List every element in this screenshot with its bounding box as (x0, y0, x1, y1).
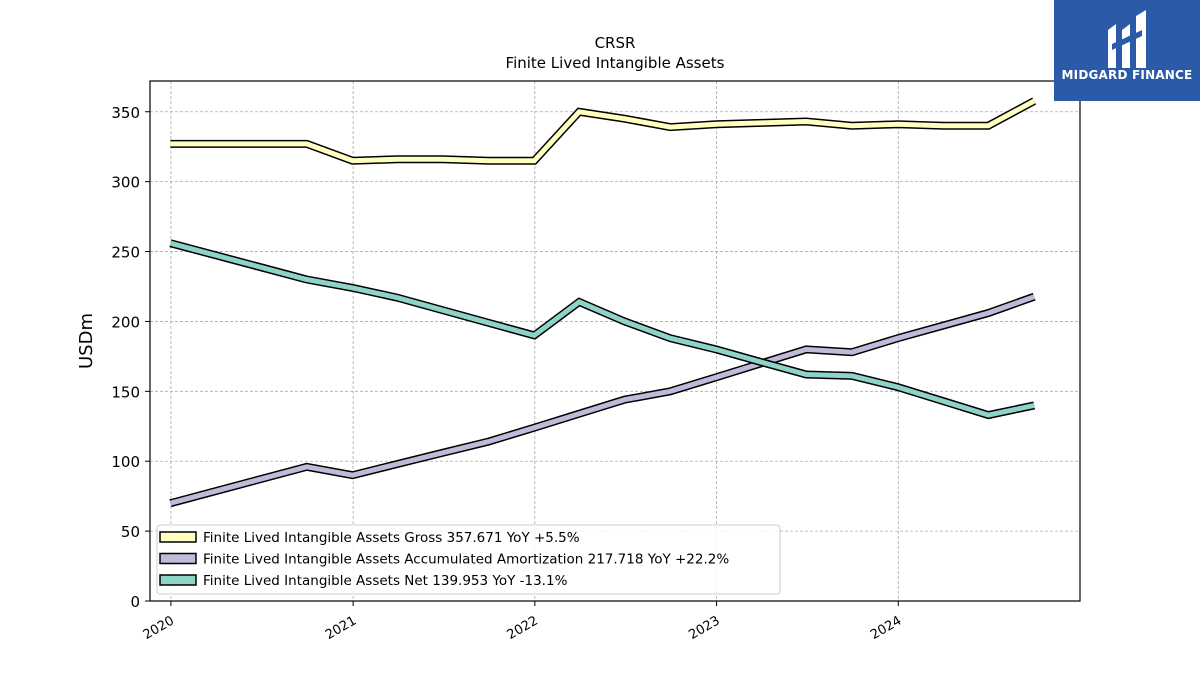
legend: Finite Lived Intangible Assets Gross 357… (156, 524, 781, 595)
series-line-outline (170, 97, 1037, 165)
chart-subtitle: Finite Lived Intangible Assets (506, 54, 725, 72)
x-tick-label: 2020 (141, 613, 177, 643)
y-axis-label: USDm (76, 313, 97, 369)
series-lines (169, 97, 1037, 508)
legend-swatch (159, 552, 197, 565)
legend-label: Finite Lived Intangible Assets Accumulat… (203, 552, 729, 568)
legend-box (156, 524, 781, 595)
y-tick-label: 100 (111, 453, 140, 471)
logo-text: MIDGARD FINANCE (1061, 68, 1193, 82)
series-line (169, 292, 1036, 508)
chart-title: CRSR (595, 34, 636, 52)
y-tick-label: 350 (111, 104, 140, 122)
legend-item: Finite Lived Intangible Assets Gross 357… (159, 530, 580, 546)
series-line (169, 239, 1036, 420)
gridlines (150, 81, 1080, 601)
x-tick-label: 2024 (868, 613, 904, 643)
legend-swatch (159, 574, 197, 586)
x-tick-label: 2023 (686, 613, 722, 643)
series-line-outline (169, 292, 1036, 508)
midgard-finance-logo: MIDGARD FINANCE (1054, 0, 1200, 101)
logo-mark-icon (1108, 10, 1146, 68)
series-line-fill (169, 240, 1035, 418)
y-tick-label: 300 (111, 174, 140, 192)
y-tick-label: 200 (111, 313, 140, 331)
y-tick-label: 0 (130, 593, 140, 611)
x-tick-label: 2021 (323, 613, 359, 643)
legend-label: Finite Lived Intangible Assets Gross 357… (203, 530, 580, 546)
y-axis: 0 50 100 150 200 250 300 350 (111, 104, 150, 611)
legend-swatch (159, 531, 197, 543)
y-tick-label: 150 (111, 383, 140, 401)
x-axis: 2020 2021 2022 2023 2024 (141, 601, 904, 643)
series-line-fill (170, 98, 1036, 164)
legend-item: Finite Lived Intangible Assets Net 139.9… (159, 573, 568, 589)
legend-label: Finite Lived Intangible Assets Net 139.9… (203, 573, 568, 589)
plot-frame (149, 80, 1081, 602)
legend-item: Finite Lived Intangible Assets Accumulat… (159, 552, 729, 568)
series-line-fill (169, 294, 1036, 506)
y-tick-label: 50 (121, 523, 140, 541)
x-tick-label: 2022 (505, 613, 541, 643)
y-tick-label: 250 (111, 244, 140, 262)
series-line (170, 97, 1037, 165)
